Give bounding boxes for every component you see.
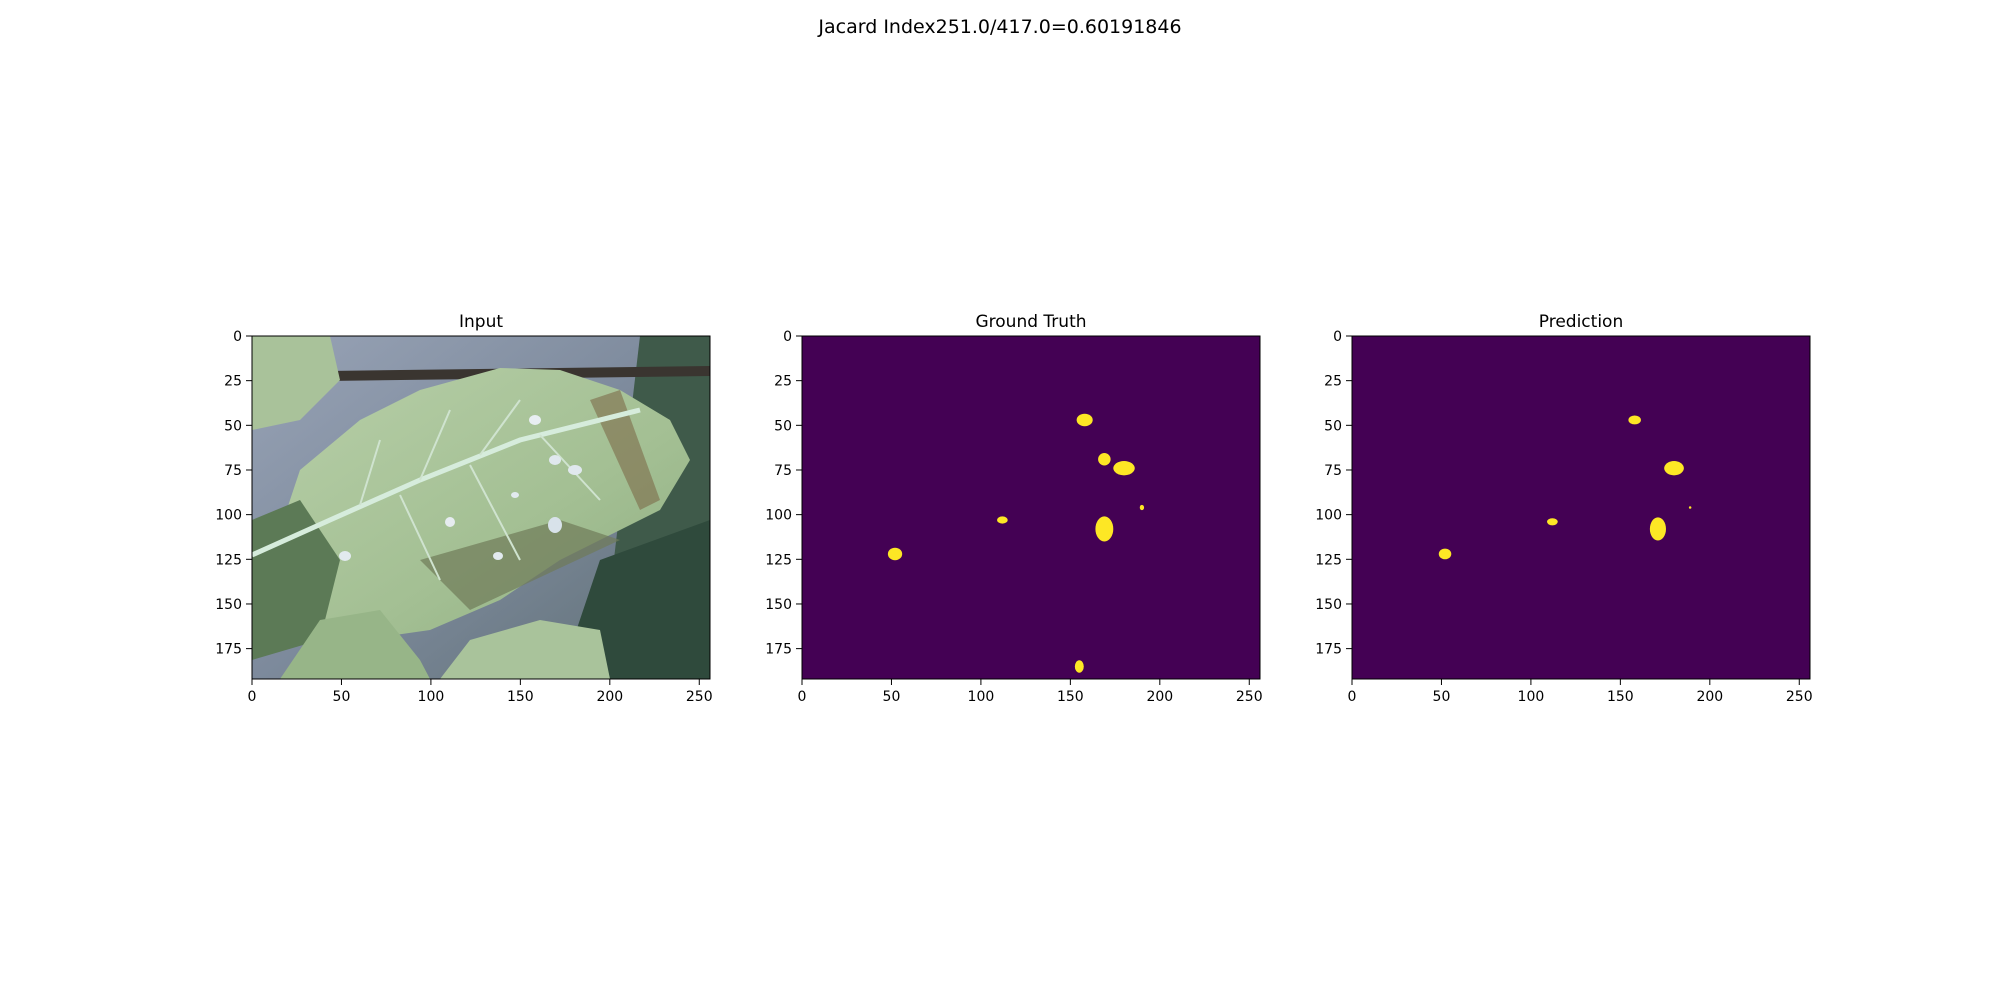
y-tick-label: 150 <box>215 597 242 613</box>
panel-title-ground-truth: Ground Truth <box>975 312 1086 332</box>
y-tick-label: 75 <box>1324 463 1342 479</box>
y-tick-label: 25 <box>774 374 792 390</box>
x-tick-label: 150 <box>507 689 534 705</box>
x-tick-label: 250 <box>1786 689 1813 705</box>
y-tick-label: 125 <box>215 552 242 568</box>
x-tick-label: 0 <box>248 689 257 705</box>
y-tick-label: 0 <box>783 329 792 345</box>
mask-blob <box>1664 461 1684 476</box>
x-tick-label: 200 <box>1696 689 1723 705</box>
y-tick-label: 175 <box>215 642 242 658</box>
input-photo <box>252 336 710 679</box>
x-tick-label: 150 <box>1057 689 1084 705</box>
mask-blob <box>1074 660 1084 673</box>
y-tick-label: 125 <box>1315 552 1342 568</box>
x-tick-label: 200 <box>1146 689 1173 705</box>
y-tick-label: 150 <box>765 597 792 613</box>
mask-blob <box>1139 504 1145 511</box>
mask-blob <box>1688 506 1692 509</box>
mask-blob <box>1113 461 1135 476</box>
mask-blob <box>1095 516 1114 542</box>
x-tick-label: 50 <box>883 689 901 705</box>
input-axes: 0 50 100 150 200 250 0 25 50 75 100 125 150 175 <box>215 329 712 705</box>
panel-title-prediction: Prediction <box>1539 312 1623 332</box>
y-tick-label: 0 <box>233 329 242 345</box>
y-tick-label: 50 <box>224 418 242 434</box>
x-tick-label: 200 <box>596 689 623 705</box>
mask-blob <box>1547 518 1558 526</box>
mask-blob <box>1438 548 1452 560</box>
y-tick-label: 50 <box>774 418 792 434</box>
input-frame <box>251 335 711 680</box>
x-tick-label: 250 <box>1236 689 1263 705</box>
prediction-mask <box>1438 415 1692 560</box>
y-tick-label: 100 <box>215 508 242 524</box>
y-tick-label: 75 <box>774 463 792 479</box>
panel-ground-truth: Ground Truth 0 50 100 150 200 250 0 25 50 75 100 12… <box>765 312 1262 705</box>
y-tick-label: 50 <box>1324 418 1342 434</box>
panel-input: Input 0 50 100 150 200 250 0 25 50 75 100 125 150 175 <box>215 312 712 705</box>
mask-blob <box>1076 413 1093 427</box>
x-tick-label: 250 <box>686 689 713 705</box>
mask-blob <box>1628 415 1641 425</box>
figure-suptitle: Jacard Index251.0/417.0=0.60191846 <box>818 16 1182 38</box>
mask-blob <box>887 547 903 561</box>
prediction-background <box>1352 336 1810 679</box>
prediction-axes: 0 50 100 150 200 250 0 25 50 75 100 125 150 175 <box>1315 329 1812 705</box>
mask-blob <box>1649 517 1666 541</box>
y-tick-label: 25 <box>224 374 242 390</box>
x-tick-label: 100 <box>1518 689 1545 705</box>
x-tick-label: 50 <box>333 689 351 705</box>
panel-title-input: Input <box>459 312 503 332</box>
y-tick-label: 25 <box>1324 374 1342 390</box>
x-tick-label: 0 <box>1348 689 1357 705</box>
y-tick-label: 75 <box>224 463 242 479</box>
ground-truth-axes: 0 50 100 150 200 250 0 25 50 75 100 125 150 175 <box>765 329 1262 705</box>
ground-truth-background <box>802 336 1260 679</box>
ground-truth-mask <box>887 413 1145 673</box>
y-tick-label: 100 <box>1315 508 1342 524</box>
x-tick-label: 0 <box>798 689 807 705</box>
y-tick-label: 0 <box>1333 329 1342 345</box>
x-tick-label: 100 <box>418 689 445 705</box>
x-tick-label: 150 <box>1607 689 1634 705</box>
mask-blob <box>1098 453 1111 466</box>
y-tick-label: 175 <box>765 642 792 658</box>
x-tick-label: 100 <box>968 689 995 705</box>
mask-blob <box>997 516 1008 524</box>
y-tick-label: 150 <box>1315 597 1342 613</box>
y-tick-label: 125 <box>765 552 792 568</box>
y-tick-label: 100 <box>765 508 792 524</box>
x-tick-label: 50 <box>1433 689 1451 705</box>
y-tick-label: 175 <box>1315 642 1342 658</box>
panel-prediction: Prediction 0 50 100 150 200 250 0 25 50 75 100 125 1… <box>1315 312 1812 705</box>
